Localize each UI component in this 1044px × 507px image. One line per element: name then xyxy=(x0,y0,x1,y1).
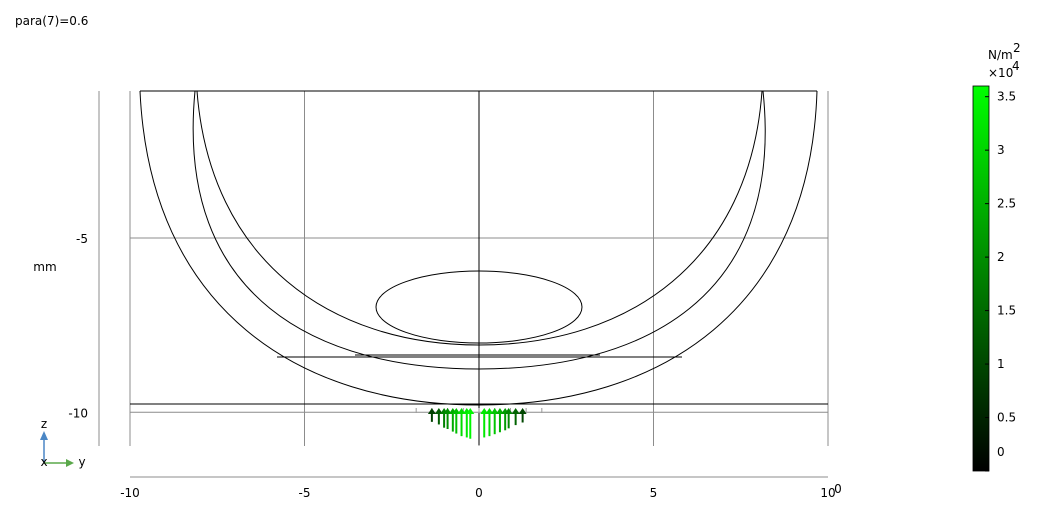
plot-title: para(7)=0.6 xyxy=(15,14,89,28)
arrow-head xyxy=(466,408,475,414)
arrow-series xyxy=(415,408,543,439)
x-tick-label: -10 xyxy=(120,486,140,500)
colorbar-tick-label: 1 xyxy=(997,357,1005,371)
triad-y-label: y xyxy=(78,455,85,469)
arrow-head xyxy=(443,408,452,414)
colorbar-multiplier: ×10 xyxy=(988,66,1013,80)
colorbar-bar xyxy=(972,85,990,472)
z-tick-label: -10 xyxy=(68,406,88,420)
x-tick-label: 5 xyxy=(650,486,658,500)
colorbar-tick-label: 0.5 xyxy=(997,411,1016,425)
colorbar-tick-label: 1.5 xyxy=(997,304,1016,318)
arrow-head xyxy=(485,408,494,414)
unit-label: mm xyxy=(33,260,56,274)
triad-x-label: x xyxy=(40,455,47,469)
colorbar-tick-label: 3 xyxy=(997,143,1005,157)
colorbar-unit-superscript: 2 xyxy=(1013,41,1021,55)
geometry-outline xyxy=(130,90,828,445)
colorbar-multiplier-exponent: 4 xyxy=(1012,59,1020,73)
colorbar-tick-label: 2 xyxy=(997,250,1005,264)
x-tick-label: 10 xyxy=(820,486,835,500)
triad-y-arrowhead xyxy=(66,459,74,467)
arrow-head xyxy=(480,408,489,414)
arrow-head xyxy=(427,408,436,414)
colorbar-unit: N/m xyxy=(988,48,1013,62)
triad-z-arrowhead xyxy=(40,431,48,440)
colorbar-tick-label: 3.5 xyxy=(997,90,1016,104)
arrow-head xyxy=(490,408,499,414)
colorbar-tick-label: 2.5 xyxy=(997,197,1016,211)
arrow-head xyxy=(504,408,513,414)
colorbar: 00.511.522.533.5N/m 2×104 xyxy=(972,41,1021,472)
triad-z-label: z xyxy=(41,417,47,431)
x-tick-label: 0 xyxy=(475,486,483,500)
z-tick-label: -5 xyxy=(76,232,88,246)
colorbar-tick-label: 0 xyxy=(997,445,1005,459)
x-corner-label: 0 xyxy=(834,482,842,496)
x-tick-label: -5 xyxy=(299,486,311,500)
arrow-head xyxy=(457,408,466,414)
arrow-head xyxy=(434,408,443,414)
coordinate-triad: z y x xyxy=(40,417,86,469)
arrow-head xyxy=(518,408,527,414)
arrow-head xyxy=(452,408,461,414)
arrow-head xyxy=(495,408,504,414)
arrow-head xyxy=(511,408,520,414)
